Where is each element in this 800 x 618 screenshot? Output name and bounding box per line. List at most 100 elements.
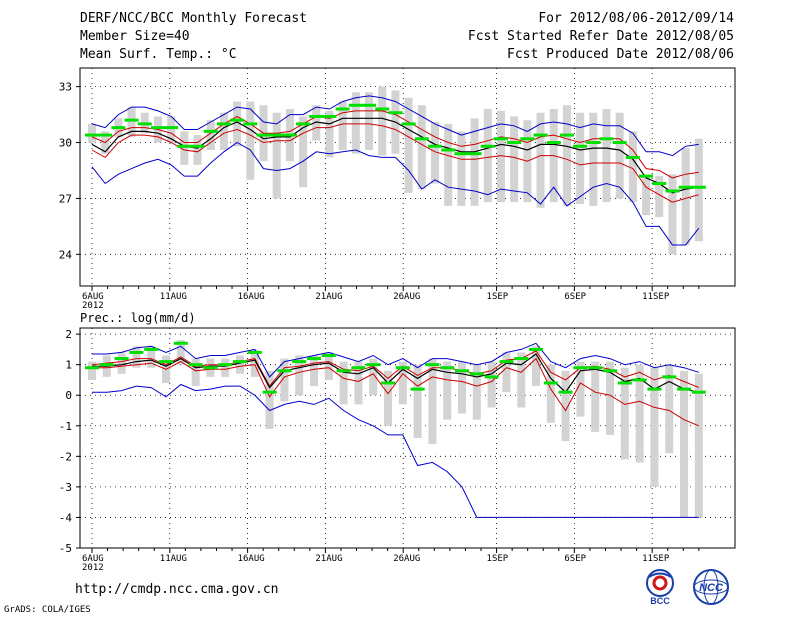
temp-spread-box [193,135,202,165]
prec-mode-mark [85,366,99,370]
prec-mode-mark [499,360,514,364]
prec-mode-mark [99,363,114,367]
temp-mode-mark [573,144,588,148]
prec-mode-mark [603,369,618,373]
temp-mode-mark [216,122,231,126]
ncc-logo-text: NCC [699,582,724,594]
prec-spread-box [132,346,141,368]
prec-spread-box [384,370,393,426]
prec-mode-mark [529,347,544,351]
temp-mode-mark [322,114,337,118]
temp-mode-mark [335,107,350,111]
temp-mode-mark [507,141,522,145]
bcc-logo: BCC [646,569,674,606]
prec-xtick-label: 16AUG [238,554,265,564]
temp-series-min [91,141,700,246]
prec-mode-mark [632,378,647,382]
temp-spread-box [312,105,321,141]
prec-spread-box [310,355,319,387]
prec-spread-box [650,367,659,487]
prec-spread-box [487,361,496,408]
temp-spread-box [457,131,466,206]
prec-spread-box [413,364,422,438]
temp-spread-box [246,101,255,180]
prec-spread-box [606,361,615,435]
temp-mode-mark [559,133,574,137]
temp-mode-mark [348,103,363,107]
temp-spread-box [127,107,136,137]
temp-spread-box [404,97,413,193]
prec-mode-mark [425,363,440,367]
prec-spread-box [694,373,703,518]
prec-mode-mark [233,360,248,364]
temp-spread-box [272,112,281,199]
prec-ytick-label: -1 [59,420,72,433]
prec-spread-box [250,349,259,377]
prec-spread-box [147,346,156,368]
prec-xtick-label: 2012 [82,563,104,573]
temp-mode-mark [269,133,284,137]
temp-mode-mark [375,107,390,111]
prec-spread-box [117,352,126,374]
prec-mode-mark [543,381,558,385]
prec-ytick-label: -2 [59,450,72,463]
temp-spread-box [325,110,334,158]
temp-spread-box [180,131,189,165]
temp-spread-box [562,105,571,206]
temp-mode-mark [177,144,192,148]
prec-ytick-label: -3 [59,481,72,494]
temp-spread-box [88,123,96,143]
temp-mode-mark [441,148,456,152]
prec-spread-box [532,346,541,387]
temp-xtick-label: 11AUG [160,292,187,302]
prec-mode-mark [588,366,603,370]
prec-ytick-label: -5 [59,542,72,555]
temp-spread-box [576,112,585,205]
temp-spread-box [668,174,677,255]
prec-spread-box [398,361,407,405]
chart-title: DERF/NCC/BCC Monthly Forecast [80,11,307,26]
temp-ytick-label: 30 [59,137,72,150]
prec-mode-mark [114,357,129,361]
prec-xtick-label: 26AUG [393,554,420,564]
prec-mode-mark [647,387,662,391]
temp-spread-box [510,116,519,203]
temp-spread-box [536,112,545,208]
temp-mode-mark [678,185,693,189]
temp-spread-box [417,105,426,190]
prec-spread-box [176,340,185,365]
bcc-logo-text: BCC [650,596,670,606]
prec-spread-box [546,364,555,423]
prec-spread-box [354,361,363,405]
prec-mode-mark [617,381,632,385]
prec-mode-mark [484,375,499,379]
temp-mode-mark [414,137,429,141]
temp-mode-mark [665,189,680,193]
prec-spread-box [339,361,348,405]
temp-mode-mark [401,122,416,126]
temp-mode-mark [296,122,311,126]
temp-mode-mark [625,155,640,159]
prec-mode-mark [573,366,588,370]
prec-ytick-label: -4 [59,511,73,524]
prec-spread-box [591,361,600,432]
temp-spread-box [470,118,479,206]
prec-mode-mark [336,369,351,373]
prec-mode-mark [558,390,573,394]
temp-mode-mark [467,152,482,156]
prec-mode-mark [395,366,410,370]
prec-ytick-label: 1 [65,359,72,372]
prec-mode-mark [262,390,277,394]
temp-spread-box [602,108,611,203]
temp-spread-box [628,131,637,203]
prec-spread-box [620,367,629,460]
prec-spread-box [458,361,467,414]
temp-spread-box [233,101,242,147]
temp-spread-box [496,110,505,203]
temp-mode-mark [111,126,126,130]
prec-spread-box [561,370,570,442]
temp-spread-box [365,92,374,150]
temp-mode-mark [691,185,706,189]
temp-mode-mark [164,126,179,130]
temp-mode-mark [520,137,535,141]
